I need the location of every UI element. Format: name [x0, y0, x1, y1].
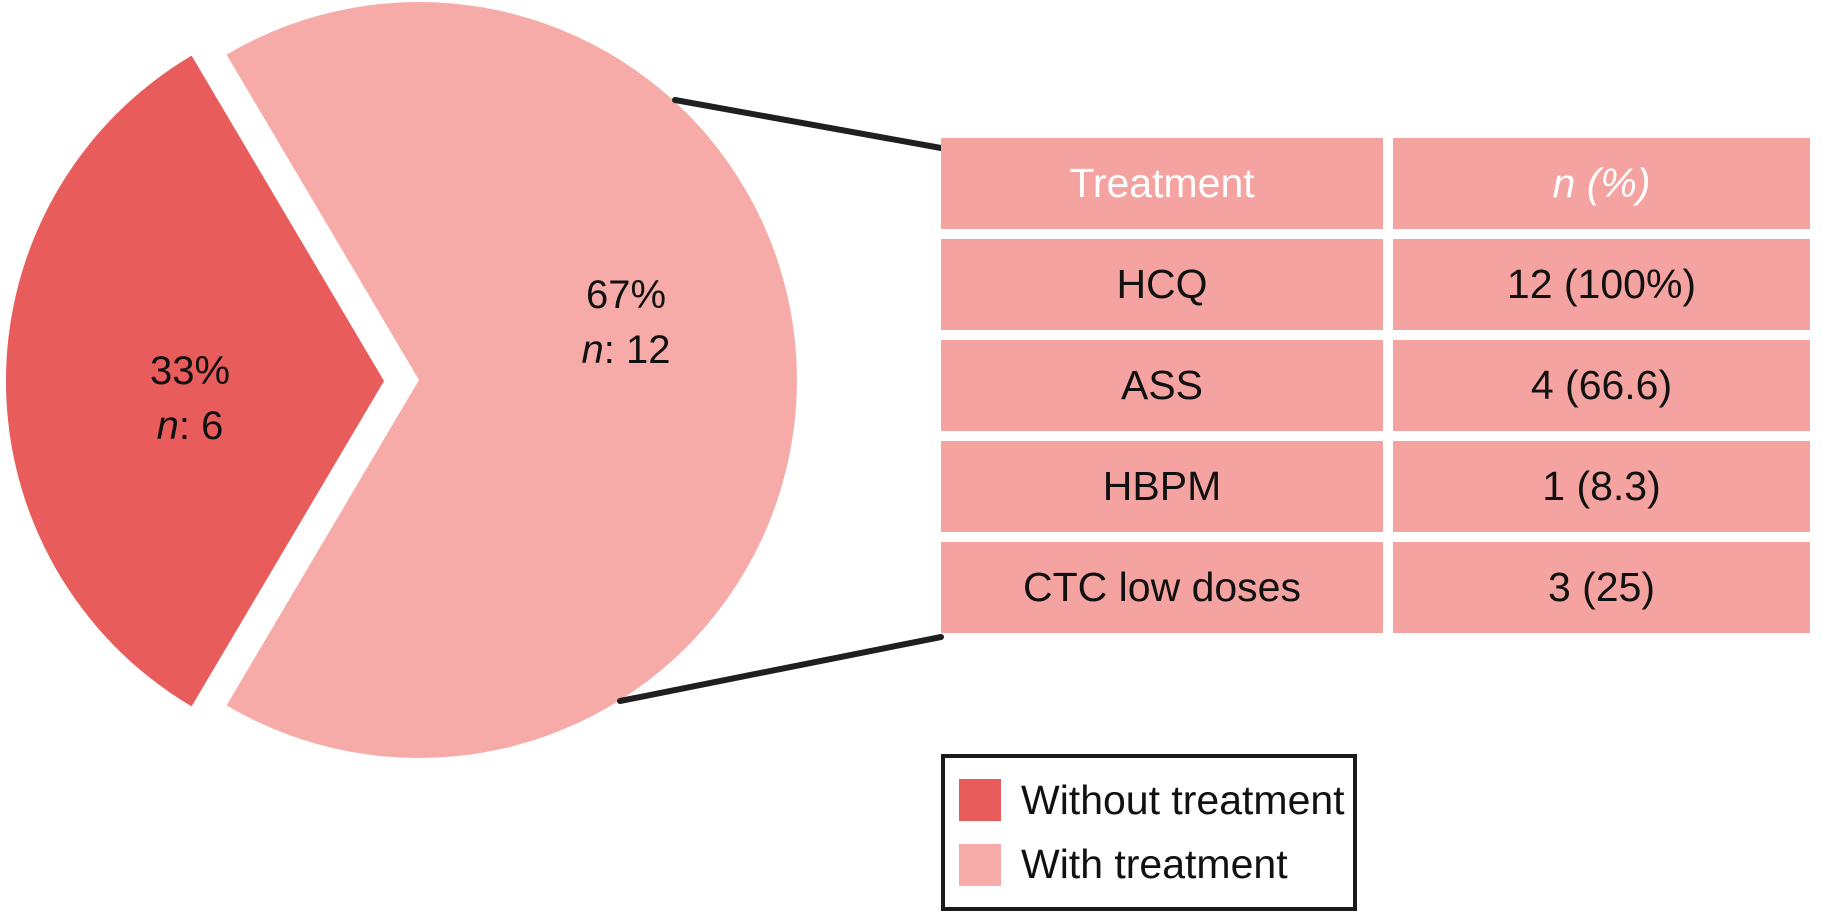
pie-slice-without-treatment[interactable] — [5, 55, 385, 707]
table-cell-n-percent: 4 (66.6) — [1393, 340, 1810, 431]
legend-swatch-without-treatment — [959, 779, 1001, 822]
table-cell-treatment: ASS — [941, 340, 1383, 431]
pie-label-with-treatment: 67% n: 12 — [582, 268, 671, 378]
pie-label-count: n: 6 — [150, 399, 230, 454]
table-cell-n-percent: 1 (8.3) — [1393, 441, 1810, 532]
callout-connector-top-line — [672, 97, 944, 151]
legend-label: With treatment — [1021, 841, 1288, 888]
n-value: : 12 — [603, 328, 671, 372]
legend-label: Without treatment — [1021, 776, 1345, 823]
legend-swatch-with-treatment — [959, 843, 1001, 886]
legend-item-with-treatment: With treatment — [959, 841, 1353, 888]
pie-label-percent: 33% — [149, 349, 231, 393]
table-header-n-percent: n (%) — [1393, 138, 1810, 229]
table-cell-treatment: CTC low doses — [941, 542, 1383, 633]
pie-slice-with-treatment[interactable] — [226, 1, 797, 758]
pie-label-percent: 67% — [585, 273, 667, 317]
n-symbol: n — [156, 404, 179, 448]
n-symbol: n — [581, 328, 604, 372]
n-value: : 6 — [178, 404, 224, 448]
table-cell-n-percent: 3 (25) — [1393, 542, 1810, 633]
treatment-table: Treatment n (%) HCQ 12 (100%) ASS 4 (66.… — [941, 138, 1810, 633]
table-cell-n-percent: 12 (100%) — [1393, 239, 1810, 330]
table-cell-treatment: HCQ — [941, 239, 1383, 330]
legend-item-without-treatment: Without treatment — [959, 777, 1353, 824]
pie-label-count: n: 12 — [582, 323, 671, 378]
table-header-treatment: Treatment — [941, 138, 1383, 229]
callout-connector-bottom-line — [617, 634, 944, 704]
table-cell-treatment: HBPM — [941, 441, 1383, 532]
pie-label-without-treatment: 33% n: 6 — [150, 344, 230, 454]
legend: Without treatment With treatment — [941, 754, 1357, 911]
